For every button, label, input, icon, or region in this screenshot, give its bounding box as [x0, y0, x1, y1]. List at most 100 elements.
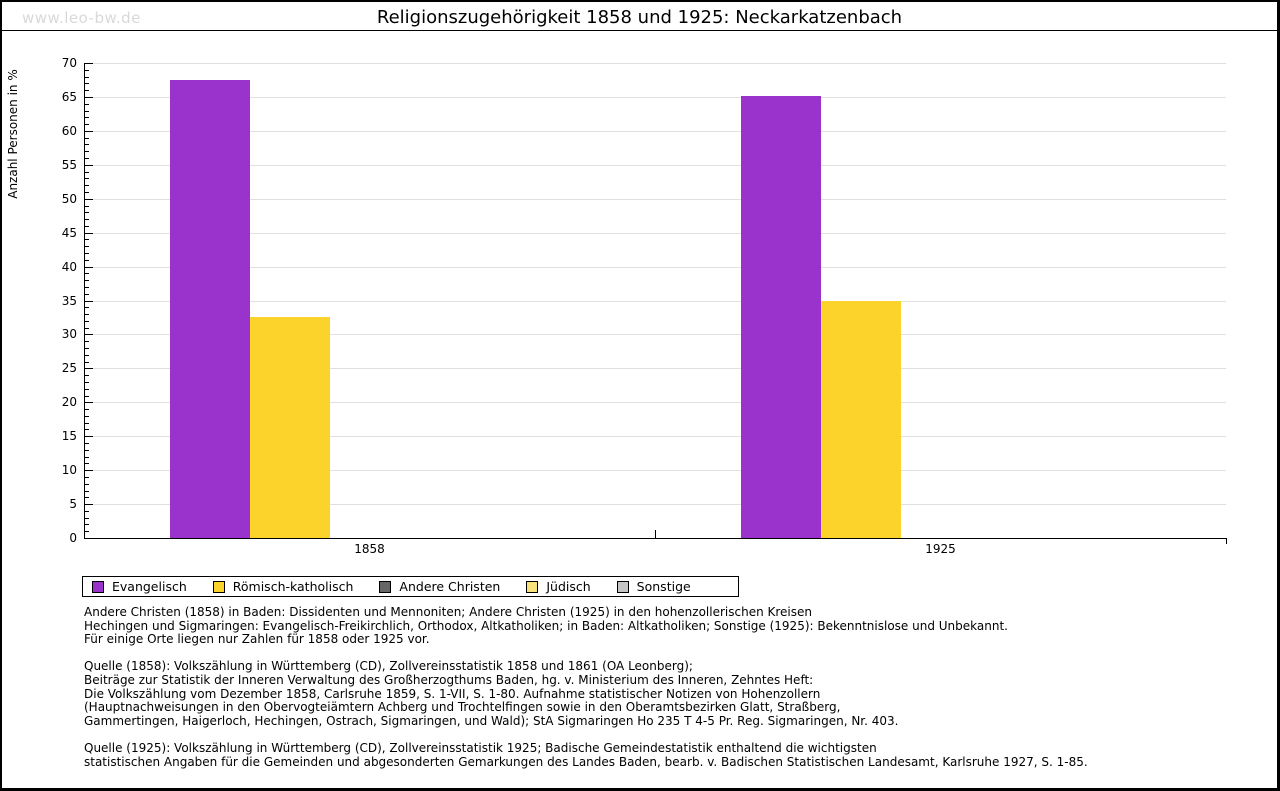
footnote-line: (Hauptnachweisungen in den Obervogteiämt… [84, 700, 841, 715]
y-minor-tick [85, 286, 89, 288]
y-tick-label: 35 [61, 293, 77, 308]
y-minor-tick [85, 117, 89, 119]
y-minor-tick [85, 483, 89, 485]
footnote-paragraph: Quelle (1858): Volkszählung in Württembe… [84, 660, 1234, 728]
y-minor-tick [85, 517, 89, 519]
gridline [85, 334, 1226, 336]
gridline [85, 300, 1226, 302]
y-tick-label: 55 [61, 157, 77, 172]
gridline [85, 402, 1226, 404]
y-minor-tick [85, 497, 89, 499]
legend-item-andere-christen: Andere Christen [379, 579, 500, 594]
y-minor-tick [85, 239, 89, 241]
y-major-tick [85, 232, 93, 234]
legend-item-evangelisch: Evangelisch [92, 579, 187, 594]
y-minor-tick [85, 259, 89, 261]
y-minor-tick [85, 83, 89, 85]
legend-item-j-disch: Jüdisch [526, 579, 591, 594]
chart-legend: Evangelisch Römisch-katholisch Andere Chri… [82, 576, 739, 597]
gridline [85, 368, 1226, 370]
gridline [85, 130, 1226, 132]
gridline [85, 470, 1226, 472]
y-minor-tick [85, 69, 89, 71]
y-minor-tick [85, 171, 89, 173]
y-minor-tick [85, 124, 89, 126]
y-minor-tick [85, 191, 89, 193]
legend-label: Jüdisch [546, 579, 591, 594]
y-major-tick [85, 300, 93, 302]
bar-1858-r-misch-katholisch [249, 317, 330, 538]
footnote-line: statistischen Angaben für die Gemeinden … [84, 754, 1088, 769]
legend-swatch-icon [92, 580, 104, 593]
x-axis-end-tick [1226, 538, 1227, 544]
footnote-line: Für einige Orte liegen nur Zahlen für 18… [84, 632, 430, 647]
y-major-tick [85, 538, 93, 539]
y-tick-label: 50 [61, 191, 77, 206]
y-minor-tick [85, 185, 89, 187]
y-tick-label: 20 [61, 395, 77, 410]
footnote-line: Beiträge zur Statistik der Inneren Verwa… [84, 672, 814, 687]
y-minor-tick [85, 463, 89, 465]
legend-item-r-misch-katholisch: Römisch-katholisch [212, 579, 354, 594]
y-major-tick [85, 266, 93, 268]
x-axis-line [84, 538, 1226, 539]
y-minor-tick [85, 273, 89, 275]
y-tick-label: 30 [61, 327, 77, 342]
site-watermark: www.leo-bw.de [22, 9, 141, 27]
y-minor-tick [85, 219, 89, 221]
y-minor-tick [85, 314, 89, 316]
legend-label: Sonstige [636, 579, 691, 594]
y-minor-tick [85, 449, 89, 451]
legend-swatch-icon [379, 580, 392, 593]
y-minor-tick [85, 212, 89, 214]
footnote-line: Die Volkszählung vom Dezember 1858, Carl… [84, 686, 821, 701]
y-minor-tick [85, 375, 89, 377]
bar-1858-evangelisch [169, 79, 250, 538]
x-boundary-tick [655, 530, 656, 538]
gridline [85, 266, 1226, 268]
y-minor-tick [85, 354, 89, 356]
footnote-paragraph: Andere Christen (1858) in Baden: Disside… [84, 605, 1234, 647]
x-tick-label: 1925 [925, 542, 956, 556]
y-minor-tick [85, 388, 89, 390]
y-minor-tick [85, 253, 89, 254]
y-minor-tick [85, 361, 89, 363]
gridline [85, 232, 1226, 234]
legend-label: Römisch-katholisch [232, 579, 354, 594]
bar-1925-evangelisch [740, 95, 821, 538]
y-tick-label: 40 [61, 259, 77, 274]
footnote-line: Andere Christen (1858) in Baden: Disside… [84, 605, 812, 619]
gridline [85, 198, 1226, 200]
y-minor-tick [85, 422, 89, 424]
y-minor-tick [85, 409, 89, 411]
y-minor-tick [85, 205, 89, 207]
y-minor-tick [85, 110, 89, 112]
y-major-tick [85, 368, 93, 370]
gridline [85, 436, 1226, 438]
y-tick-label: 10 [61, 463, 77, 478]
y-minor-tick [85, 280, 89, 282]
y-major-tick [85, 504, 93, 506]
footnote-line: Quelle (1925): Volkszählung in Württembe… [84, 740, 877, 755]
legend-swatch-icon [526, 580, 539, 593]
x-tick-label: 1858 [354, 542, 385, 556]
y-tick-label: 60 [61, 123, 77, 138]
y-tick-label: 45 [61, 225, 77, 240]
y-minor-tick [85, 307, 89, 309]
y-minor-tick [85, 476, 89, 478]
y-minor-tick [85, 381, 89, 383]
y-major-tick [85, 96, 93, 98]
legend-label: Andere Christen [399, 579, 501, 594]
y-minor-tick [85, 429, 89, 431]
footnote-line: Gammertingen, Haigerloch, Hechingen, Ost… [84, 713, 899, 728]
y-major-tick [85, 198, 93, 200]
y-tick-label: 0 [69, 531, 77, 545]
y-minor-tick [85, 178, 89, 180]
y-major-tick [85, 63, 93, 64]
gridline [85, 164, 1226, 166]
legend-label: Evangelisch [112, 579, 187, 594]
footnotes: Andere Christen (1858) in Baden: Disside… [84, 605, 1234, 783]
legend-swatch-icon [616, 580, 629, 593]
y-minor-tick [85, 415, 89, 417]
